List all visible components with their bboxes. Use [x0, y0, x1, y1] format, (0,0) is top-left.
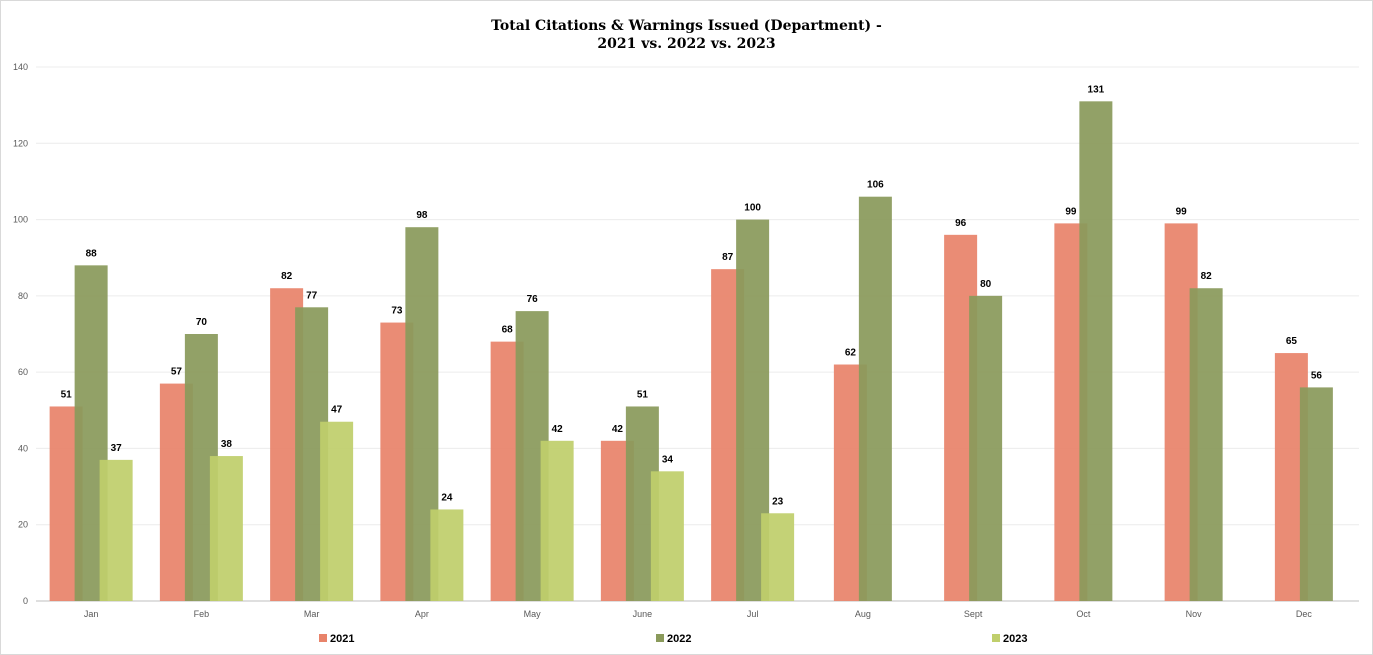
bars	[49, 101, 1333, 602]
data-label: 99	[1065, 206, 1077, 217]
x-tick-label: Mar	[304, 609, 320, 619]
x-tick-label: Jul	[747, 609, 759, 619]
data-label: 23	[772, 496, 784, 507]
data-label: 77	[306, 290, 318, 301]
data-label: 24	[441, 492, 453, 503]
data-label: 100	[744, 203, 761, 214]
bar-2023-Mar	[320, 421, 354, 601]
data-label: 47	[331, 405, 343, 416]
legend-swatch-2021	[319, 634, 327, 642]
data-label: 106	[867, 180, 884, 191]
data-label: 131	[1088, 84, 1105, 95]
data-label: 51	[61, 389, 73, 400]
bar-2023-Apr	[430, 509, 464, 601]
data-label: 82	[281, 271, 293, 282]
legend-swatch-2023	[992, 634, 1000, 642]
data-label: 76	[527, 294, 539, 305]
y-tick-label: 120	[13, 138, 28, 148]
bar-2023-May	[540, 440, 574, 601]
bar-2022-Dec	[1299, 387, 1333, 601]
axes: 0 20 40 60 80 100 120 140 Jan Feb Mar Apr May June Jul…	[13, 62, 1359, 619]
chart-title: Total Citations & Warnings Issued (Depar…	[491, 18, 882, 52]
legend-label-2023: 2023	[1003, 633, 1027, 645]
bar-2023-Feb	[209, 456, 243, 601]
data-label: 65	[1286, 336, 1298, 347]
x-tick-label: Nov	[1186, 609, 1203, 619]
bar-2023-June	[650, 471, 684, 601]
data-label: 42	[552, 424, 564, 435]
legend-label-2022: 2022	[667, 633, 691, 645]
data-labels: 51 88 37 57 70 38 82 77 47 73 98 24 68 76 42 42 51 34 87 10…	[61, 84, 1323, 507]
data-label: 37	[111, 443, 123, 454]
y-tick-label: 40	[18, 443, 28, 453]
y-tick-label: 0	[23, 596, 28, 606]
x-tick-label: Sept	[964, 609, 983, 619]
data-label: 96	[955, 218, 967, 229]
bar-2022-Oct	[1079, 101, 1113, 601]
data-label: 56	[1311, 370, 1323, 381]
x-tick-label: Dec	[1296, 609, 1313, 619]
y-tick-label: 20	[18, 520, 28, 530]
bar-2022-Aug	[858, 196, 892, 601]
x-tick-label: Feb	[194, 609, 210, 619]
x-tick-label: Jan	[84, 609, 99, 619]
data-label: 42	[612, 424, 624, 435]
data-label: 62	[845, 348, 857, 359]
bar-2022-Sept	[969, 295, 1003, 601]
legend-label-2021: 2021	[330, 633, 354, 645]
x-tick-label: Apr	[415, 609, 429, 619]
data-label: 82	[1201, 271, 1213, 282]
data-label: 98	[416, 210, 428, 221]
x-tick-label: June	[633, 609, 653, 619]
data-label: 80	[980, 279, 992, 290]
data-label: 34	[662, 454, 674, 465]
bar-2023-Jul	[761, 513, 795, 601]
data-label: 87	[722, 252, 734, 263]
data-label: 99	[1176, 206, 1188, 217]
data-label: 57	[171, 367, 183, 378]
data-label: 73	[391, 306, 403, 317]
x-tick-label: May	[524, 609, 542, 619]
data-label: 88	[86, 248, 98, 259]
x-tick-label: Oct	[1076, 609, 1091, 619]
legend-swatch-2022	[656, 634, 664, 642]
data-label: 51	[637, 389, 649, 400]
data-label: 68	[502, 325, 514, 336]
y-tick-label: 100	[13, 215, 28, 225]
data-label: 70	[196, 317, 208, 328]
legend: 2021 2022 2023	[319, 633, 1027, 645]
data-label: 38	[221, 439, 233, 450]
bar-2022-Nov	[1189, 288, 1223, 601]
x-tick-label: Aug	[855, 609, 871, 619]
y-tick-label: 80	[18, 291, 28, 301]
gridlines	[36, 66, 1359, 526]
y-tick-label: 140	[13, 62, 28, 72]
y-tick-label: 60	[18, 367, 28, 377]
bar-2023-Jan	[99, 459, 133, 601]
